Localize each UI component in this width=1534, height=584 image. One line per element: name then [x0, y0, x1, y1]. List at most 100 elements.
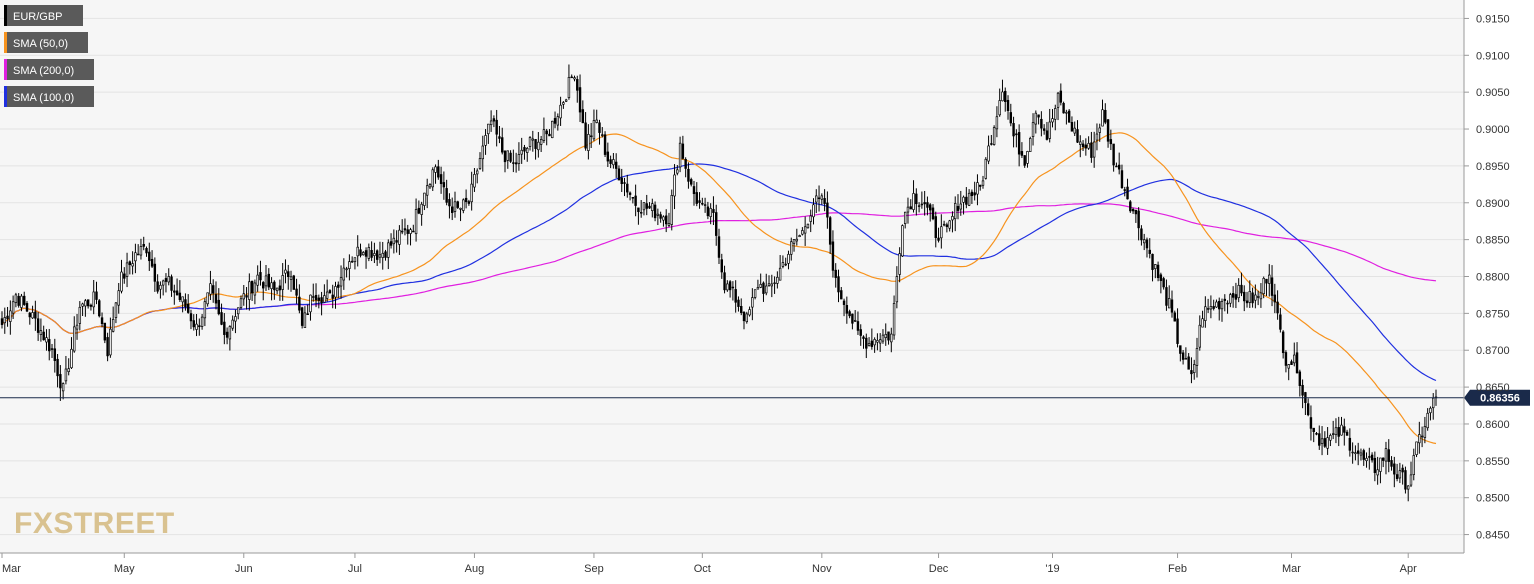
candle-body-up	[381, 252, 384, 258]
candle	[375, 249, 379, 266]
candle-body-down	[86, 299, 90, 307]
candle	[562, 101, 565, 109]
candle	[512, 149, 515, 173]
candle-body-down	[501, 137, 504, 153]
candle	[264, 264, 268, 291]
candle	[295, 278, 298, 304]
candle-body-up	[114, 302, 118, 318]
candle-body-up	[876, 340, 879, 343]
legend-swatch	[4, 59, 7, 80]
candle-body-down	[1106, 119, 1110, 142]
candle	[1017, 124, 1021, 167]
candle	[1384, 441, 1388, 475]
candle-body-down	[1070, 122, 1074, 132]
candle-body-down	[509, 152, 512, 162]
candle	[687, 162, 690, 189]
candle-body-down	[828, 217, 832, 245]
candle	[59, 365, 62, 401]
candle	[273, 280, 276, 300]
candle-body-up	[792, 239, 796, 244]
candle-body-up	[1154, 264, 1157, 269]
candle	[481, 135, 484, 172]
candle	[614, 153, 618, 178]
candle-body-up	[70, 348, 73, 369]
candle	[1151, 253, 1154, 282]
candle	[942, 220, 946, 227]
candle	[612, 153, 615, 169]
candle-body-down	[1187, 356, 1190, 370]
candle-body-down	[848, 311, 851, 317]
candle	[245, 287, 248, 310]
candle-body-up	[92, 291, 95, 308]
candle-body-up	[1098, 127, 1101, 133]
candle	[284, 259, 287, 284]
candle	[39, 318, 43, 342]
candle-body-down	[687, 168, 690, 182]
candle-body-down	[1042, 128, 1046, 131]
candle-body-up	[1073, 127, 1076, 134]
candle	[867, 337, 871, 347]
y-tick-label: 0.8950	[1476, 161, 1510, 173]
candle	[556, 113, 560, 131]
candle-body-up	[1320, 438, 1324, 444]
candle-body-down	[831, 241, 835, 271]
candle	[1126, 178, 1129, 200]
candle-body-down	[123, 273, 126, 279]
candle-body-down	[492, 118, 496, 122]
candle-body-up	[770, 283, 774, 287]
candle	[692, 180, 696, 206]
candle-body-down	[623, 182, 626, 184]
candle-body-down	[512, 162, 515, 164]
candle	[234, 309, 237, 334]
candle	[1265, 278, 1268, 296]
candle	[9, 300, 12, 335]
candle-body-up	[901, 225, 904, 257]
x-tick-label: May	[114, 563, 135, 575]
candle	[1334, 418, 1338, 444]
candle	[915, 188, 918, 216]
candle	[1179, 345, 1182, 362]
candle-body-down	[450, 206, 454, 213]
candle	[362, 251, 365, 256]
candle	[89, 303, 93, 311]
candle	[1226, 300, 1229, 314]
candle-body-up	[790, 241, 793, 255]
candle-body-down	[626, 183, 629, 193]
candle	[559, 96, 562, 126]
candle-body-down	[1123, 189, 1126, 191]
candle-body-up	[14, 294, 18, 303]
candle	[1379, 457, 1382, 484]
candle	[501, 127, 504, 155]
candle-body-up	[1326, 437, 1329, 449]
candle-body-up	[1237, 284, 1240, 299]
candle	[214, 281, 218, 310]
candle	[437, 159, 440, 180]
last-price-label: 0.86356	[1480, 393, 1520, 405]
candle	[1026, 150, 1029, 168]
candle-body-up	[995, 116, 999, 130]
x-tick-label: Mar	[1282, 563, 1301, 575]
candle	[581, 100, 585, 124]
candle	[1343, 418, 1346, 446]
candle	[14, 292, 18, 308]
candle	[398, 225, 401, 255]
legend-item-bg	[4, 5, 83, 26]
candle	[259, 260, 262, 286]
candle	[67, 358, 70, 376]
candle	[281, 263, 284, 301]
candle	[287, 264, 290, 290]
candle	[1062, 101, 1065, 114]
candle-body-down	[1159, 274, 1163, 281]
candle-body-up	[281, 275, 284, 290]
candle	[1326, 427, 1329, 455]
candle	[459, 207, 462, 222]
candle-body-down	[214, 294, 218, 304]
candle	[603, 131, 607, 158]
candle	[815, 189, 818, 214]
candle-body-down	[887, 331, 890, 341]
candle-body-up	[392, 237, 396, 245]
candle	[1412, 448, 1415, 481]
candle	[1081, 140, 1085, 151]
candle-body-up	[323, 295, 326, 303]
candle	[1170, 290, 1174, 318]
